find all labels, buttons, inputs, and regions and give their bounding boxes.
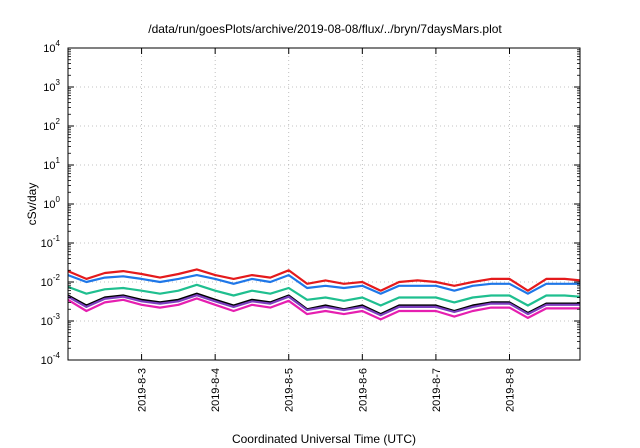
series-line-6 — [67, 297, 580, 321]
x-tick-label: 2019-8-5 — [284, 368, 296, 412]
series-line-3 — [67, 283, 581, 307]
y-tick-base: 10 — [43, 82, 55, 94]
series-line-1 — [67, 268, 581, 292]
x-tick-label: 2019-8-3 — [137, 368, 149, 412]
y-tick-label: 102 — [43, 117, 60, 133]
y-tick-base: 10 — [41, 316, 53, 328]
y-tick-exponent: 4 — [56, 39, 61, 48]
y-tick-label: 10-1 — [41, 234, 61, 250]
y-tick-base: 10 — [43, 160, 55, 172]
y-tick-base: 10 — [43, 199, 55, 211]
x-tick-label: 2019-8-4 — [210, 368, 222, 412]
x-tick-label: 2019-8-7 — [431, 368, 443, 412]
y-tick-exponent: -2 — [53, 273, 61, 282]
y-tick-base: 10 — [41, 355, 53, 367]
x-tick-label: 2019-8-6 — [357, 368, 369, 412]
y-tick-exponent: 1 — [56, 156, 61, 165]
y-tick-exponent: 2 — [56, 117, 61, 126]
y-tick-label: 10-4 — [41, 351, 61, 367]
y-tick-base: 10 — [41, 277, 53, 289]
y-tick-label: 103 — [43, 78, 60, 94]
y-tick-exponent: -3 — [53, 312, 61, 321]
y-tick-base: 10 — [43, 121, 55, 133]
y-tick-exponent: -4 — [53, 351, 61, 360]
y-tick-label: 10-3 — [41, 312, 61, 328]
series-line-2 — [67, 274, 580, 295]
chart-title: /data/run/goesPlots/archive/2019-08-08/f… — [148, 22, 502, 36]
series-line-4 — [67, 292, 580, 316]
series-group — [67, 268, 581, 321]
y-tick-exponent: -1 — [53, 234, 61, 243]
series-line-5 — [67, 294, 580, 317]
x-axis: 2019-8-3 2019-8-4 2019-8-5 2019-8-6 2019-8-7… — [137, 48, 516, 412]
y-tick-base: 10 — [43, 43, 55, 55]
x-axis-label: Coordinated Universal Time (UTC) — [232, 432, 416, 446]
y-axis-label: cSv/day — [25, 183, 39, 226]
y-tick-exponent: 0 — [56, 195, 61, 204]
y-tick-exponent: 3 — [56, 78, 61, 87]
x-tick-label: 2019-8-8 — [504, 368, 516, 412]
y-tick-label: 10-2 — [41, 273, 61, 289]
y-tick-base: 10 — [41, 238, 53, 250]
y-tick-label: 100 — [43, 195, 60, 211]
grid — [68, 48, 580, 360]
y-tick-label: 104 — [43, 39, 60, 55]
y-tick-label: 101 — [43, 156, 60, 172]
